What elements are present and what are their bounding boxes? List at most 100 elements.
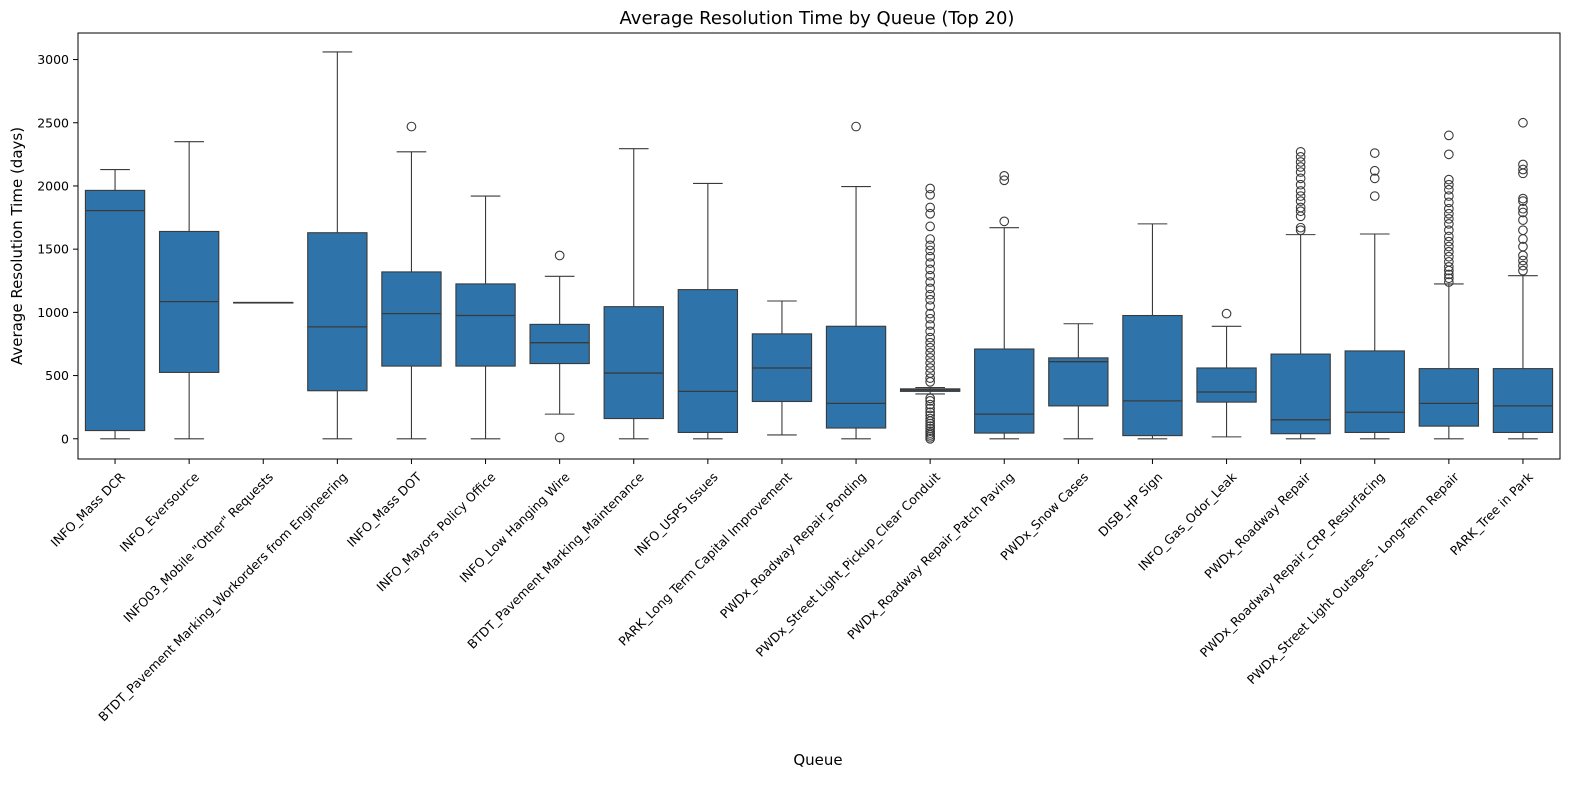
outlier-point [1369,191,1380,201]
outlier-point [1443,262,1454,272]
outlier-point [554,432,565,443]
box-group [1122,223,1183,440]
box-group [1048,323,1109,440]
outlier-point [925,301,936,311]
chart-title: Average Resolution Time by Queue (Top 20… [620,8,1015,29]
outlier-point [925,332,936,343]
outlier-point [925,393,936,404]
outlier-point [1443,251,1454,262]
iqr-box [1492,368,1554,434]
outlier-point [925,373,936,383]
outlier-point [1518,207,1528,218]
outlier-point [925,313,936,324]
box-group [158,141,220,440]
outlier-point [925,277,936,287]
outlier-point [925,353,936,363]
x-tick-label: INFO_Mayors Policy Office [373,469,498,594]
iqr-box [381,271,442,367]
y-tick-label: 500 [45,368,69,383]
iqr-box [1344,350,1405,434]
outlier-point [999,216,1010,227]
outlier-point [1518,225,1528,236]
outlier-point [925,202,936,213]
box-group [751,300,813,436]
outlier-point [1295,146,1306,157]
outlier-point [925,240,936,251]
box-group [1418,130,1480,440]
box-group [974,170,1035,440]
iqr-box [677,289,739,434]
outlier-point [1369,148,1380,158]
outlier-point [1295,157,1306,167]
outlier-point [925,342,936,353]
outlier-point [1443,246,1454,257]
outlier-point [925,234,936,244]
outlier-point [1518,215,1528,225]
outlier-point [925,426,936,437]
y-tick-label: 1000 [37,305,69,320]
x-tick-label: INFO03_Mobile "Other" Requests [120,469,276,625]
outlier-point [554,250,565,261]
outlier-point [1518,117,1528,128]
outlier-point [1518,164,1528,175]
outlier-point [1443,203,1454,214]
iqr-box [529,323,590,365]
outlier-point [1443,184,1454,195]
x-tick-label: INFO_Mass DCR [47,469,128,550]
y-axis-label: Average Resolution Time (days) [8,127,26,365]
outlier-point [925,410,936,421]
outlier-point [925,183,936,194]
outlier-point [925,347,936,358]
box-group [825,121,887,440]
y-tick-label: 2500 [37,115,69,130]
iqr-box [307,232,368,392]
outlier-point [1221,308,1232,319]
outlier-point [925,368,936,378]
outlier-point [1295,167,1306,177]
outlier-point [1295,162,1306,172]
outlier-point [851,121,861,132]
x-tick-label: INFO_Eversource [117,469,203,555]
outlier-point [1443,225,1454,236]
x-tick-label: BTDT_Pavement Marking_Workorders from En… [95,469,350,724]
outlier-point [999,175,1010,186]
iqr-box [1270,353,1331,435]
outlier-point [1443,236,1454,247]
plot-frame [77,32,1561,460]
box-group [1344,148,1405,440]
outlier-point [999,170,1010,181]
iqr-box [1122,314,1183,437]
box-group [455,195,516,440]
box-group [899,183,961,444]
box-group [84,168,146,440]
outlier-point [925,423,936,434]
x-tick-label: PARK_Tree in Park [1447,469,1537,559]
outlier-point [925,294,936,305]
y-tick-label: 1500 [37,242,69,257]
outlier-point [1518,203,1528,214]
y-tick-label: 0 [61,431,69,446]
outlier-point [925,337,936,348]
outlier-point [925,326,936,337]
outlier-point [1369,165,1380,176]
outlier-point [1295,202,1306,213]
x-axis: INFO_Mass DCRINFO_EversourceINFO03_Mobil… [47,459,1536,724]
outlier-point [1369,173,1380,184]
outlier-point [925,363,936,373]
box-group [1196,308,1257,438]
box-group [529,250,590,443]
outlier-point [1295,196,1306,206]
outlier-point [925,421,936,431]
outlier-point [1518,196,1528,206]
y-tick-label: 2000 [37,178,69,193]
x-axis-label: Queue [793,751,842,769]
iqr-box [603,306,664,420]
x-tick-label: PWDx_Roadway Repair_Patch Paving [844,469,1017,642]
outlier-point [1518,255,1528,266]
outlier-point [1518,265,1528,276]
outlier-point [925,251,936,262]
outlier-point [1443,231,1454,242]
outlier-point [925,283,936,294]
outlier-point [1295,186,1306,196]
